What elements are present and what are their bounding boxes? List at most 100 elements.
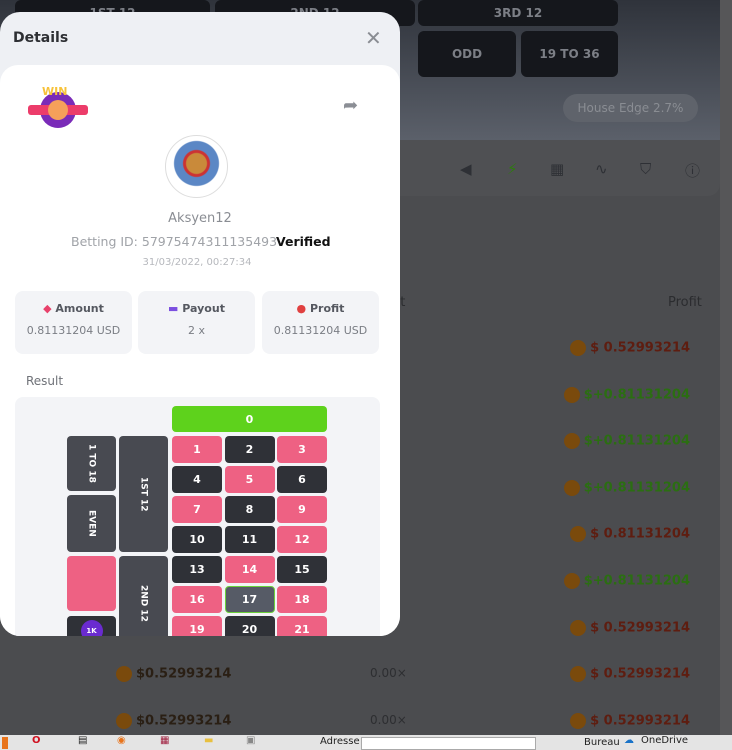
- amount-icon: ◆: [43, 302, 52, 315]
- timestamp: 31/03/2022, 00:27:34: [142, 257, 252, 268]
- profit-value: $ 0.52993214: [570, 619, 690, 636]
- modal-title: Details: [13, 30, 69, 46]
- cell-number-8: 8: [224, 496, 275, 523]
- cell-number-14: 14: [224, 556, 275, 583]
- onedrive-icon[interactable]: ☁: [624, 735, 634, 746]
- opera-icon[interactable]: O: [32, 735, 41, 746]
- cell-number-6: 6: [277, 466, 327, 493]
- profit-value: $ 0.52993214: [570, 666, 690, 683]
- cell-number-21: 21: [277, 616, 327, 636]
- app-icon[interactable]: ▤: [78, 735, 88, 746]
- winrar-icon[interactable]: ▦: [160, 735, 170, 746]
- table-row[interactable]: $+0.81131204: [0, 433, 720, 453]
- verified-label: Verified: [276, 234, 331, 249]
- cell-number-19: 19: [172, 616, 222, 636]
- cell-number-5: 5: [224, 466, 275, 493]
- close-icon[interactable]: ✕: [365, 26, 382, 50]
- profit-value: $ 0.52993214: [570, 340, 690, 356]
- monitor-icon[interactable]: ▣: [246, 735, 256, 746]
- table-row[interactable]: $ 0.52993214: [0, 619, 720, 640]
- coin-icon: [116, 666, 132, 683]
- coin-icon: [570, 619, 587, 636]
- side-even: EVEN: [67, 495, 116, 552]
- side-1-to-18: 1 TO 18: [67, 436, 116, 491]
- cell-number-7: 7: [172, 496, 222, 523]
- address-label: Adresse: [320, 736, 360, 747]
- coin-icon: [570, 340, 587, 356]
- cell-number-15: 15: [277, 556, 327, 583]
- cell-number-20: 20: [224, 616, 275, 636]
- profit-value: $+0.81131204: [563, 386, 690, 403]
- table-row[interactable]: $+0.81131204: [0, 479, 720, 500]
- profit-value: $+0.81131204: [563, 479, 690, 496]
- app-icon[interactable]: ◉: [117, 735, 126, 746]
- multiplier: 0.00×: [370, 666, 407, 681]
- coin-icon: [563, 573, 580, 589]
- folder-icon[interactable]: ▬: [204, 735, 214, 746]
- keyboard-icon[interactable]: ▦: [550, 160, 565, 178]
- table-row[interactable]: $ 0.52993214: [0, 340, 720, 360]
- address-input[interactable]: [361, 737, 536, 750]
- table-row[interactable]: $+0.81131204: [0, 573, 720, 593]
- dozen-1st-12: 1ST 12: [119, 436, 168, 552]
- taskbar: O ▤ ◉ ▦ ▬ ▣ Adresse Bureau ☁ OneDrive: [0, 735, 732, 750]
- coin-icon: [563, 433, 580, 450]
- coin-icon: [570, 526, 587, 543]
- table-row[interactable]: $ 0.81131204: [0, 526, 720, 546]
- cell-number-3: 3: [277, 436, 327, 463]
- username: Aksyen12: [168, 211, 232, 226]
- cell-number-18: 18: [277, 586, 327, 613]
- share-icon[interactable]: ➦: [343, 95, 359, 116]
- table-row[interactable]: $0.52993214 0.00× $ 0.52993214: [0, 666, 720, 686]
- win-badge-icon: WIN: [28, 85, 88, 132]
- trash-icon[interactable]: ⛉: [640, 160, 652, 178]
- cell-number-10: 10: [172, 526, 222, 553]
- details-modal: Details ✕ WIN ➦ Aksyen12 Betting ID: 579…: [0, 12, 400, 636]
- cell-number-16: 16: [172, 586, 222, 613]
- bet-19-to-36[interactable]: 19 TO 36: [521, 31, 618, 77]
- cell-number-4: 4: [172, 466, 222, 493]
- betting-id: Betting ID: 57975474311135493: [71, 234, 278, 249]
- bet-odd[interactable]: ODD: [418, 31, 516, 77]
- table-row[interactable]: $0.52993214 0.00× $ 0.52993214: [0, 712, 720, 733]
- house-edge-badge: House Edge 2.7%: [563, 94, 698, 122]
- result-label: Result: [26, 374, 64, 388]
- profit-value: $ 0.52993214: [570, 712, 690, 729]
- app-icon[interactable]: [2, 737, 8, 749]
- cell-number-2: 2: [224, 436, 275, 463]
- desktop-label[interactable]: Bureau: [584, 737, 620, 748]
- cell-number-13: 13: [172, 556, 222, 583]
- profit-value: $+0.81131204: [563, 433, 690, 450]
- scrollbar[interactable]: [720, 0, 732, 735]
- coin-icon: [116, 712, 132, 729]
- chip-icon: 1K: [80, 620, 103, 636]
- table-row[interactable]: $+0.81131204: [0, 386, 720, 407]
- stat-payout: ▬ Payout 2 x: [138, 291, 255, 354]
- chart-icon[interactable]: ∿: [595, 160, 608, 178]
- profit-icon: ●: [296, 302, 307, 315]
- cell-number-9: 9: [277, 496, 327, 523]
- dozen-2nd-12: 2ND 12: [119, 556, 168, 636]
- bet-amount: $0.52993214: [116, 712, 231, 729]
- stat-amount: ◆ Amount 0.81131204 USD: [15, 291, 132, 354]
- help-icon[interactable]: ⓘ: [685, 162, 701, 180]
- coin-icon: [570, 712, 587, 729]
- stat-profit: ● Profit 0.81131204 USD: [262, 291, 379, 354]
- profit-value: $ 0.81131204: [570, 526, 690, 543]
- bet-amount: $0.52993214: [116, 666, 231, 683]
- avatar: [165, 135, 228, 198]
- onedrive-label[interactable]: OneDrive: [641, 735, 689, 746]
- speaker-icon[interactable]: ◀: [460, 160, 472, 178]
- multiplier: 0.00×: [370, 712, 407, 727]
- chip-slot: 1K: [67, 616, 116, 636]
- bet-3rd-12[interactable]: 3RD 12: [418, 0, 618, 26]
- cell-zero: 0: [172, 406, 327, 432]
- cell-number-17: 17: [224, 586, 275, 613]
- profit-value: $+0.81131204: [563, 573, 690, 589]
- cell-number-1: 1: [172, 436, 222, 463]
- cell-number-12: 12: [277, 526, 327, 553]
- bet-details-card: WIN ➦ Aksyen12 Betting ID: 5797547431113…: [0, 65, 400, 636]
- coin-icon: [563, 479, 580, 496]
- lightning-icon[interactable]: ⚡: [507, 160, 518, 178]
